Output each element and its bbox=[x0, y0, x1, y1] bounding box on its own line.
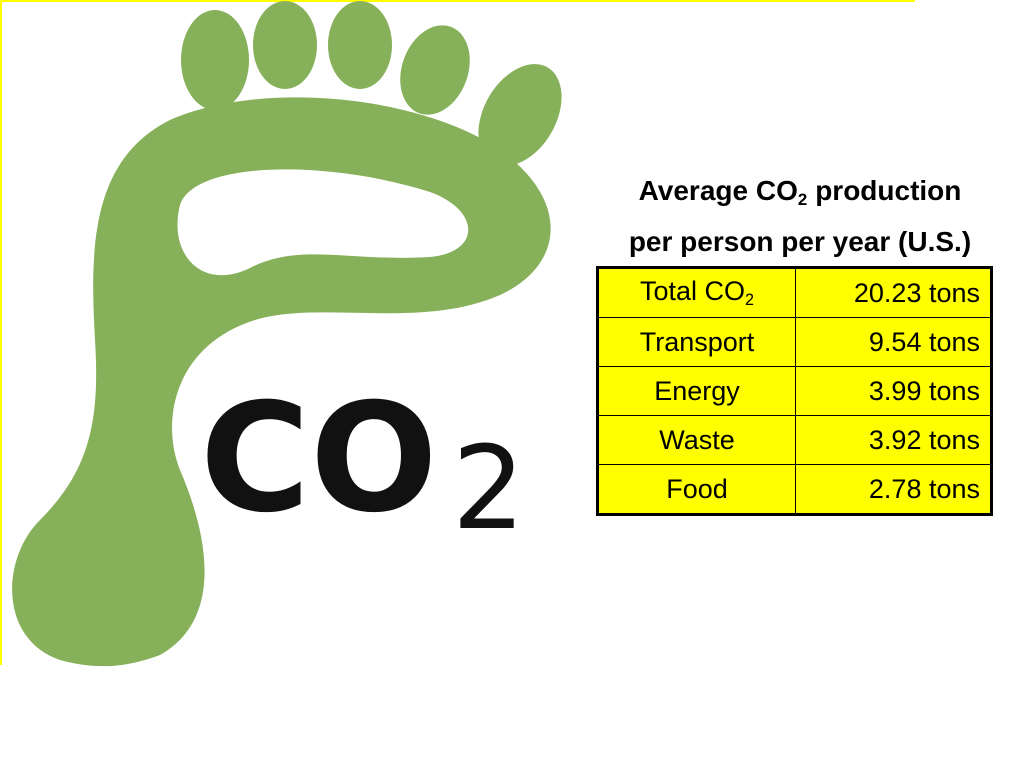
toe bbox=[478, 64, 562, 166]
toe bbox=[181, 10, 249, 110]
emissions-table: Total CO2 20.23 tons Transport 9.54 tons Ene… bbox=[596, 266, 993, 516]
label-text: Total CO bbox=[639, 276, 746, 307]
row-value: 20.23 tons bbox=[795, 267, 992, 318]
title-subscript: 2 bbox=[797, 190, 808, 210]
title-text: Average CO bbox=[638, 175, 798, 206]
row-value: 9.54 tons bbox=[795, 317, 992, 367]
row-label: Energy bbox=[597, 366, 796, 416]
table-row: Waste 3.92 tons bbox=[597, 415, 992, 465]
row-value: 3.92 tons bbox=[795, 415, 992, 465]
row-value: 3.99 tons bbox=[795, 366, 992, 416]
row-value: 2.78 tons bbox=[795, 464, 992, 515]
title-line: per person per year (U.S.) bbox=[628, 226, 972, 258]
table-row: Transport 9.54 tons bbox=[597, 317, 992, 367]
label-text: Waste bbox=[659, 424, 735, 455]
row-label: Food bbox=[597, 464, 796, 515]
label-subscript: 2 bbox=[745, 290, 755, 309]
logo-text: CO bbox=[200, 372, 438, 546]
table-row: Total CO2 20.23 tons bbox=[597, 267, 992, 318]
title-text: production bbox=[815, 175, 962, 206]
label-text: Energy bbox=[654, 375, 740, 406]
toe bbox=[328, 1, 392, 89]
toe bbox=[400, 25, 470, 115]
table-row: Energy 3.99 tons bbox=[597, 366, 992, 416]
logo-subscript: 2 bbox=[452, 422, 525, 556]
row-label: Total CO2 bbox=[597, 267, 796, 318]
label-text: Food bbox=[666, 473, 728, 504]
table-row: Food 2.78 tons bbox=[597, 464, 992, 515]
toe bbox=[253, 1, 317, 89]
footprint-logo: CO 2 bbox=[0, 0, 915, 667]
title-line: Average CO2 production bbox=[585, 170, 1015, 221]
label-text: Transport bbox=[639, 326, 755, 357]
row-label: Transport bbox=[597, 317, 796, 367]
table-title: Average CO2 production per person per yea… bbox=[585, 170, 1015, 263]
sole-hole bbox=[177, 169, 469, 276]
footprint bbox=[12, 1, 562, 667]
row-label: Waste bbox=[597, 415, 796, 465]
